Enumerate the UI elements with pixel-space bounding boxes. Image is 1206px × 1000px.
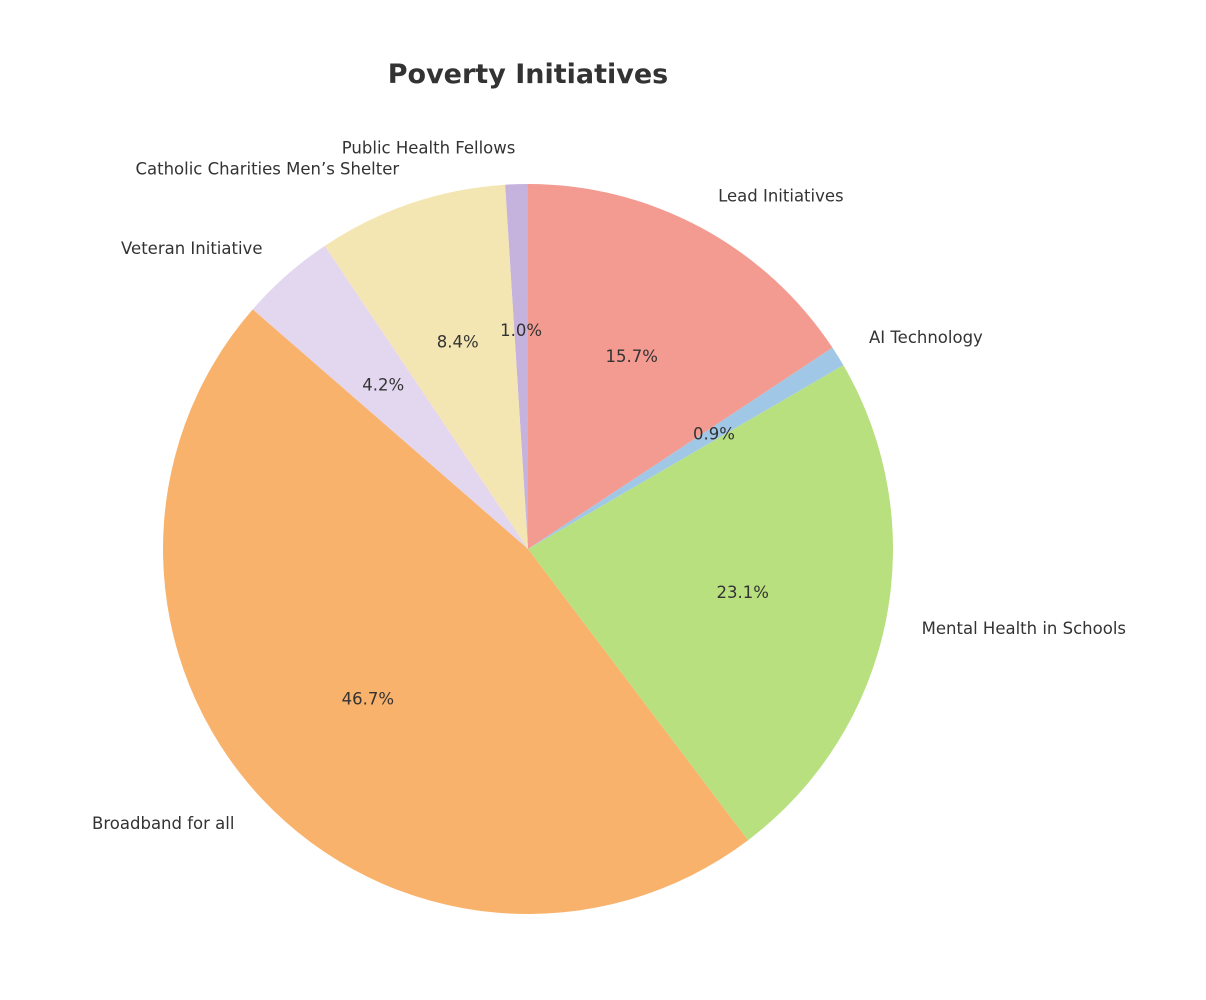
slice-percent-label: 4.2% <box>362 376 404 395</box>
pie-slice-broadband-for-all <box>162 309 749 915</box>
pie-slice-veteran-initiative <box>252 245 528 549</box>
slice-percent-label: 15.7% <box>605 347 657 366</box>
slice-percent-label: 46.7% <box>342 689 394 708</box>
slice-category-label: Lead Initiatives <box>718 186 844 205</box>
slice-category-label: AI Technology <box>869 328 983 347</box>
pie-slices <box>162 184 893 915</box>
slice-category-label: Catholic Charities Men’s Shelter <box>135 160 399 179</box>
pie-slice-lead-initiatives <box>528 184 833 549</box>
slice-percent-label: 23.1% <box>717 583 769 602</box>
pie-slice-catholic-charities-men-s-shelter <box>324 184 528 549</box>
pie-slice-ai-technology <box>528 347 844 549</box>
slice-category-label: Broadband for all <box>92 814 234 833</box>
pie-labels: 1.0% Public Health Fellows 8.4% Catholic Ch… <box>92 139 1126 833</box>
slice-percent-label: 0.9% <box>693 424 735 443</box>
slice-category-label: Veteran Initiative <box>121 239 262 258</box>
slice-percent-label: 1.0% <box>500 321 542 340</box>
chart-title: Poverty Initiatives <box>388 59 669 90</box>
pie-slice-mental-health-in-schools <box>528 365 893 841</box>
slice-category-label: Mental Health in Schools <box>922 619 1126 638</box>
slice-percent-label: 8.4% <box>437 333 479 352</box>
slice-category-label: Public Health Fellows <box>342 139 516 158</box>
pie-slice-public-health-fellows <box>505 184 528 549</box>
